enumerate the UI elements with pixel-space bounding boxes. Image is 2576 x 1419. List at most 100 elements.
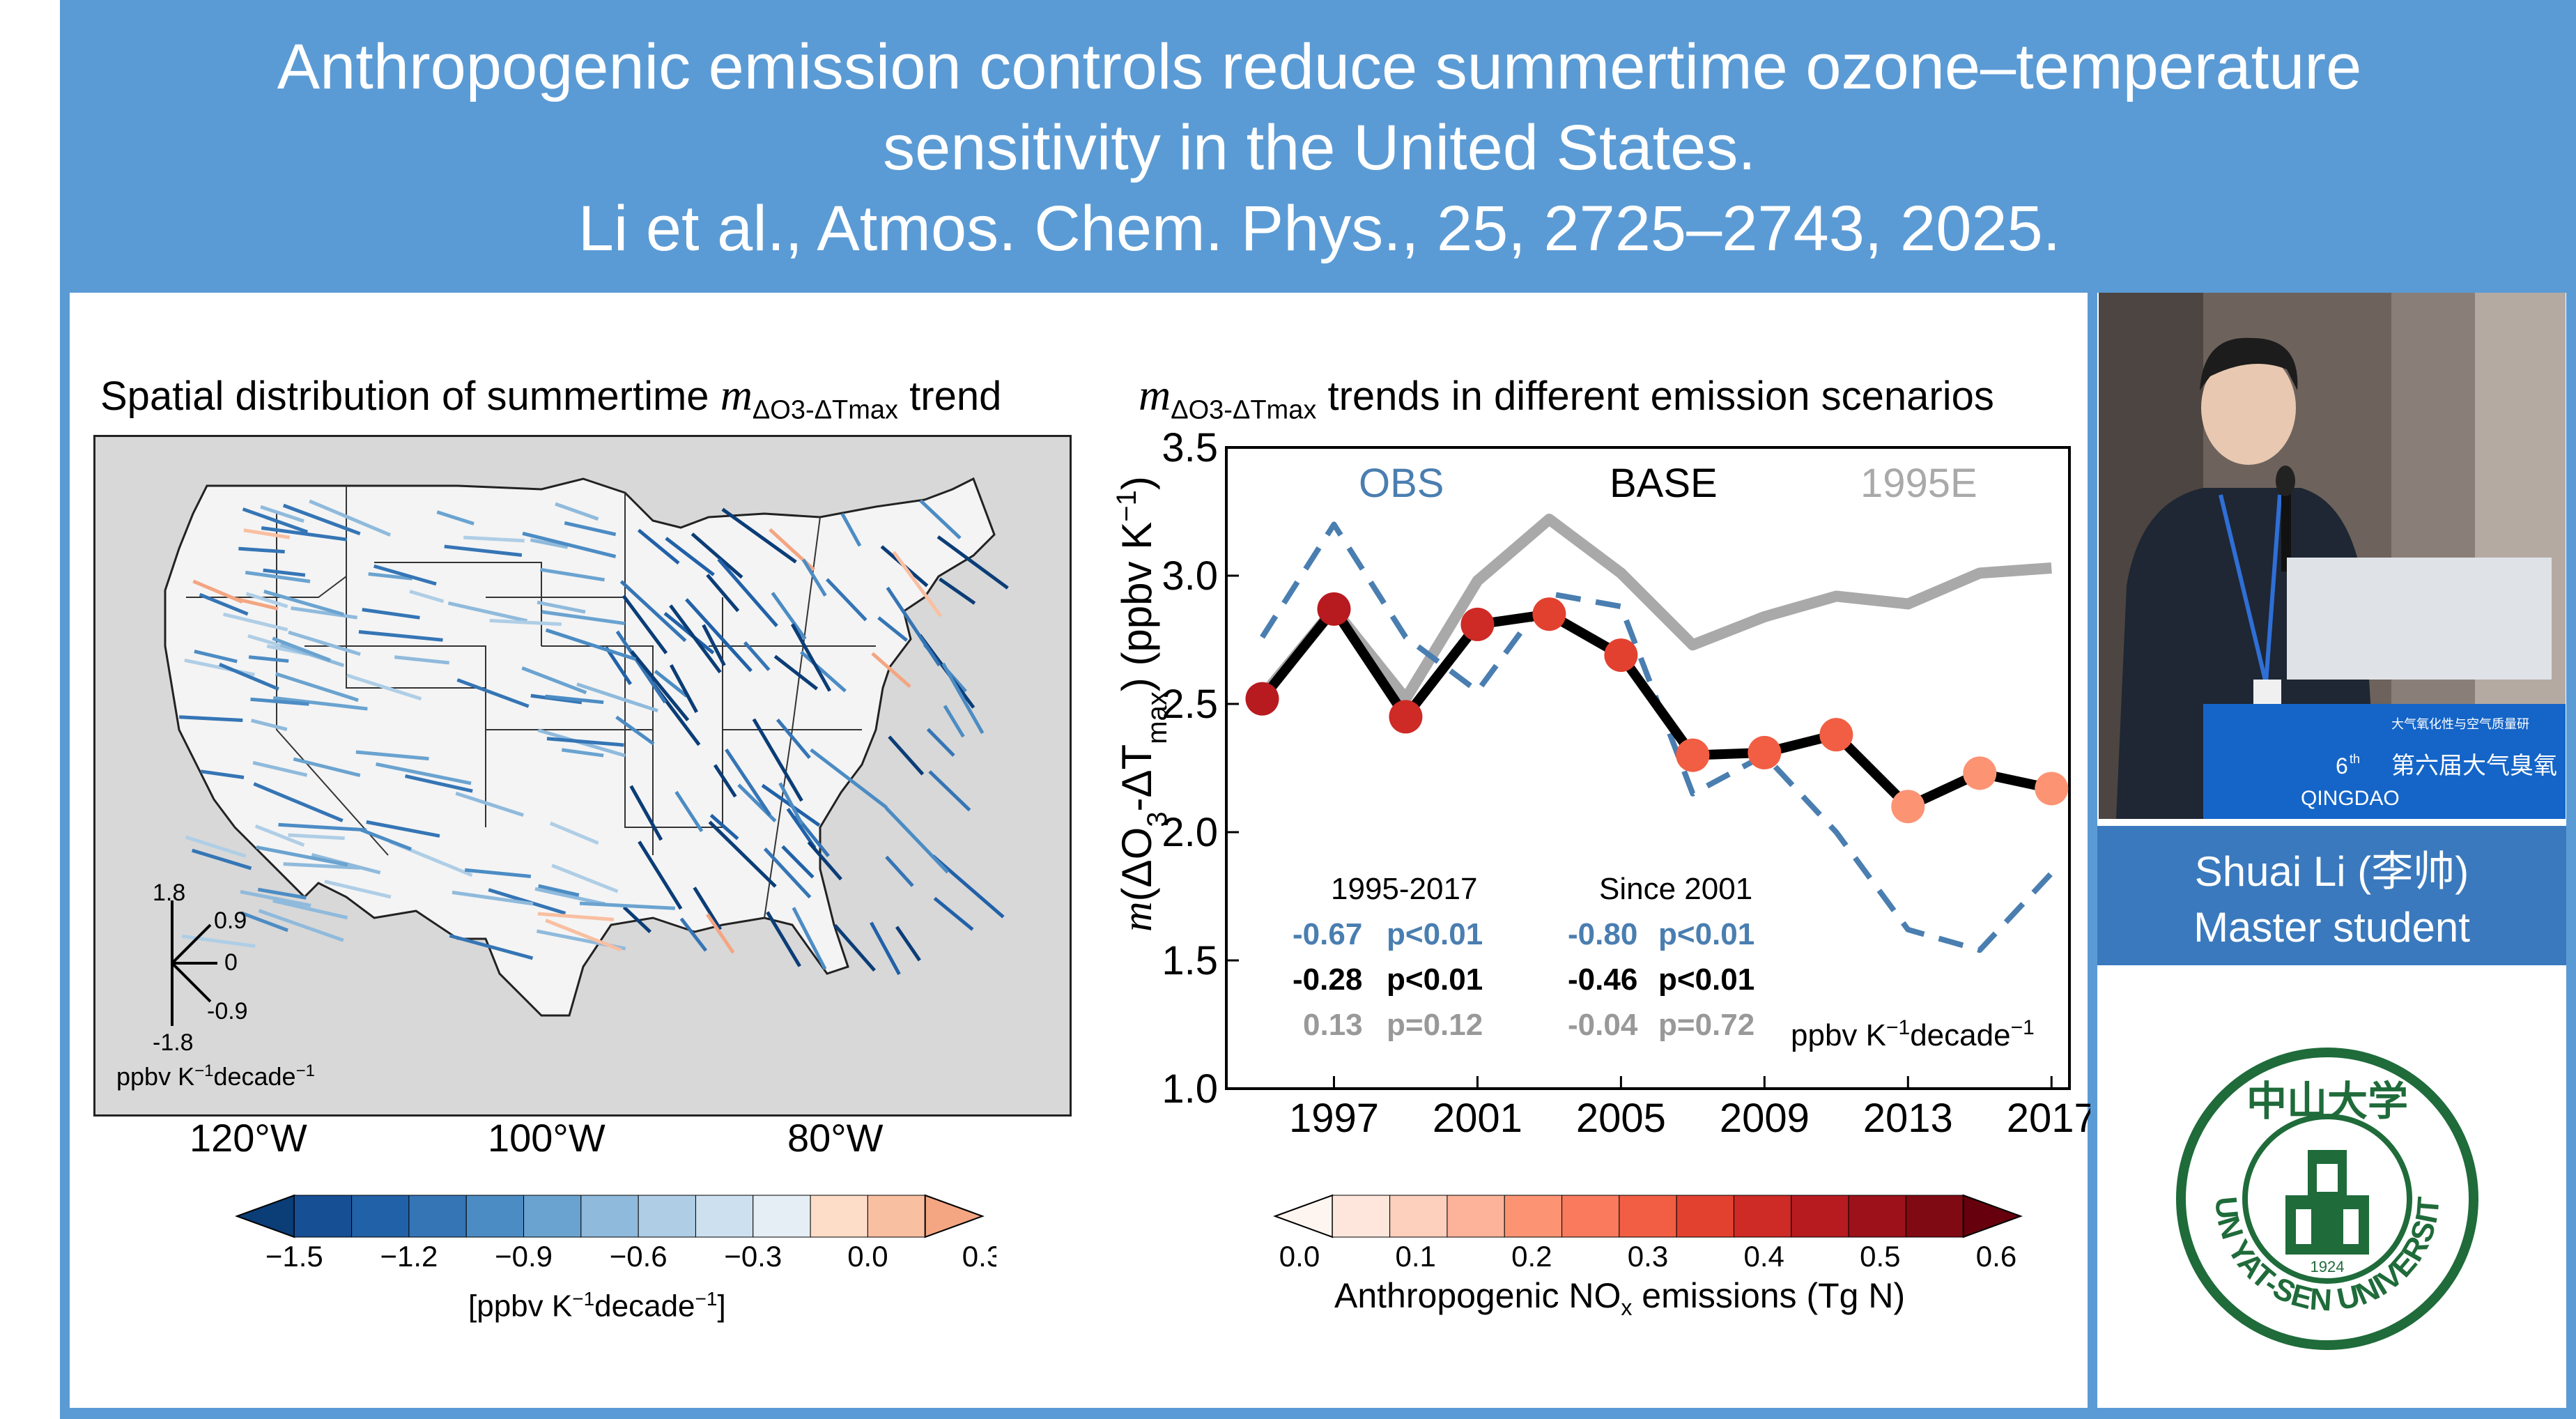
trend-arrows	[179, 499, 1009, 976]
series-line-base	[1258, 604, 2053, 812]
trend-arrow	[261, 526, 348, 542]
stats-base-p-2: p<0.01	[1658, 962, 1754, 997]
trend-arrow	[892, 551, 943, 618]
trend-arrow	[541, 610, 626, 626]
frame-right-border	[2566, 293, 2576, 1419]
colorbar-swatch	[695, 1195, 754, 1238]
stats-table: 1995-2017 Since 2001 -0.67 p<0.01 -0.80 …	[1293, 872, 1754, 1042]
trend-arrow	[604, 646, 632, 686]
trend-arrow	[248, 655, 289, 663]
trend-arrow	[564, 521, 617, 537]
base-marker	[1317, 592, 1351, 626]
colorbar-swatch	[1905, 1195, 1964, 1238]
trend-arrow	[447, 601, 528, 623]
photo-banner	[2203, 704, 2566, 819]
trend-arrow	[674, 790, 704, 833]
stats-base-slope-1: -0.28	[1293, 962, 1362, 997]
trend-arrow	[240, 890, 311, 907]
trend-arrow	[521, 666, 587, 695]
trend-arrow	[886, 586, 941, 667]
chart-axes: 1.0 1.5 2.0 2.5 3.0 3.5 1997 2001 2005 2009 2013 20…	[1162, 425, 2090, 1141]
trend-arrow	[405, 774, 473, 793]
logo-chinese-name: 中山大学	[2246, 1079, 2408, 1124]
colorbar-tick-label: 0.3	[962, 1240, 996, 1273]
trend-arrow	[943, 705, 965, 738]
trend-arrow	[800, 650, 847, 693]
colorbar-tick-label: 0.3	[1628, 1240, 1668, 1273]
trend-arrow	[654, 669, 688, 698]
trend-arrow	[895, 926, 921, 962]
trend-arrow	[456, 678, 530, 708]
trend-arrow	[638, 841, 683, 910]
base-marker	[1460, 607, 1495, 641]
trend-arrow	[833, 923, 876, 972]
trend-arrow	[885, 855, 914, 887]
stats-1995e-slope-2: -0.04	[1568, 1008, 1638, 1042]
x-tick-label: 2001	[1433, 1096, 1522, 1141]
colorbar-swatch	[465, 1195, 525, 1238]
trend-arrow	[771, 592, 807, 641]
trend-arrow	[218, 662, 279, 691]
plot-frame	[1225, 446, 2071, 1090]
lon-label-120w: 120°W	[190, 1116, 307, 1160]
colorbar-tick-label: 0.4	[1743, 1240, 1784, 1273]
base-marker	[1676, 738, 1710, 772]
trend-arrow	[555, 502, 599, 521]
stats-header-2: Since 2001	[1599, 872, 1752, 906]
base-marker	[2035, 772, 2069, 806]
base-marker	[1963, 756, 1997, 790]
trend-arrow	[282, 503, 361, 536]
trend-arrow	[278, 822, 367, 832]
trend-arrow	[250, 697, 309, 706]
trend-arrow	[455, 791, 524, 817]
stats-base-slope-2: -0.46	[1568, 962, 1637, 997]
trend-arrow	[245, 570, 311, 583]
trend-arrow	[665, 537, 715, 576]
trend-arrow	[870, 921, 901, 976]
trend-arrow	[530, 538, 569, 549]
trend-arrow	[773, 654, 819, 691]
trend-arrow	[871, 652, 911, 689]
trend-arrow	[691, 532, 743, 579]
stats-1995e-slope-1: 0.13	[1303, 1008, 1363, 1042]
colorbar-swatch	[523, 1195, 582, 1238]
legend-base: BASE	[1610, 461, 1718, 506]
colorbar-tick-label: 0.5	[1860, 1240, 1900, 1273]
frame-left-border	[60, 0, 70, 1419]
lon-label-100w: 100°W	[488, 1116, 606, 1160]
trend-arrow	[637, 528, 680, 565]
colorbar-tick-label: −1.5	[265, 1240, 323, 1273]
trend-arrow	[436, 510, 475, 526]
base-marker	[1604, 638, 1638, 673]
trend-arrow	[752, 718, 803, 802]
stats-header-1: 1995-2017	[1331, 872, 1477, 906]
stats-base-p-1: p<0.01	[1387, 962, 1483, 997]
colorbar-tick-label: −1.2	[380, 1240, 438, 1273]
trend-arrow	[192, 579, 243, 604]
line-panel-title: mΔO3-ΔTmax trends in different emission …	[1139, 369, 1994, 426]
trend-arrow	[464, 868, 532, 878]
trend-arrow	[941, 662, 985, 735]
trend-arrow	[368, 572, 412, 581]
colorbar-swatch	[810, 1195, 868, 1238]
trend-arrow	[257, 887, 307, 900]
trend-arrow	[240, 911, 288, 933]
trend-arrow	[272, 696, 368, 711]
trend-arrow	[693, 887, 722, 930]
trend-arrow	[919, 499, 962, 539]
legend-value-0-9: 0.9	[214, 907, 247, 934]
state-borders	[186, 486, 876, 919]
trend-arrow	[781, 845, 815, 879]
trend-arrow	[522, 531, 617, 558]
y-tick-label: 3.0	[1162, 553, 1218, 599]
trend-arrow	[243, 528, 291, 539]
trend-arrow	[888, 735, 925, 776]
trend-arrow	[245, 592, 288, 608]
colorbar-swatch	[924, 1194, 985, 1238]
speaker-name: Shuai Li (李帅)	[2194, 848, 2469, 895]
trend-arrow	[546, 737, 624, 747]
trend-arrow	[545, 628, 637, 661]
trend-arrow	[254, 824, 305, 847]
trend-arrow	[926, 728, 955, 757]
y-tick-label: 3.5	[1162, 425, 1218, 470]
